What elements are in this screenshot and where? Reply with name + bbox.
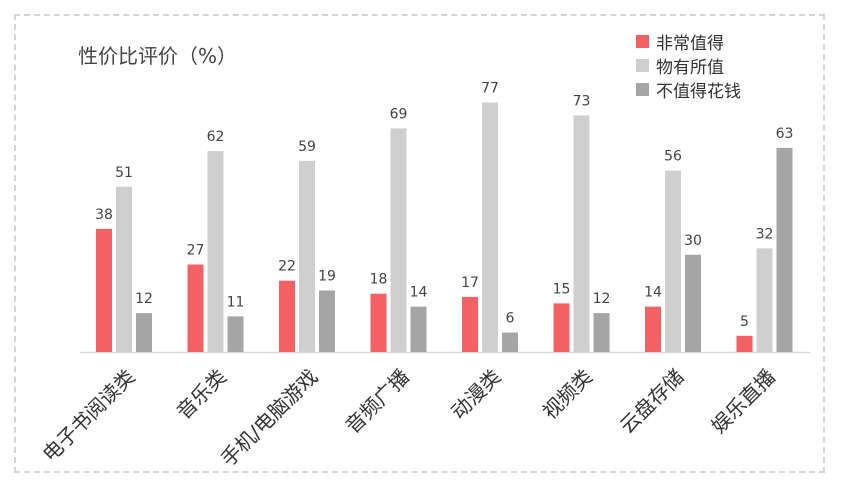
- bar-5-0: [553, 303, 570, 352]
- data-label-3-2: 14: [410, 285, 428, 301]
- bar-2-0: [279, 280, 295, 352]
- legend-item-series-2: 不值得花钱: [636, 77, 741, 102]
- category-label-1: 音乐类: [172, 365, 231, 424]
- data-label-3-0: 18: [370, 272, 388, 288]
- data-label-1-0: 27: [187, 243, 205, 259]
- data-label-5-2: 12: [593, 291, 611, 307]
- bar-3-1: [390, 128, 407, 352]
- bar-0-0: [96, 228, 112, 352]
- bar-6-0: [645, 306, 661, 352]
- category-label-4: 动漫类: [446, 365, 505, 424]
- legend-swatch-series-2: [636, 82, 649, 96]
- bar-2-1: [299, 160, 315, 352]
- bar-3-0: [370, 293, 387, 352]
- category-label-3: 音频广播: [340, 365, 414, 439]
- data-label-7-0: 5: [740, 314, 749, 330]
- legend-item-series-1: 物有所值: [636, 53, 741, 78]
- legend-swatch-series-0: [636, 34, 649, 48]
- legend-label-series-2: 不值得花钱: [656, 81, 741, 102]
- category-label-0: 电子书阅读类: [38, 365, 140, 467]
- legend-swatch-series-1: [636, 58, 649, 72]
- bar-7-1: [756, 248, 773, 352]
- category-label-7: 娱乐直播: [706, 365, 780, 439]
- bar-4-0: [462, 296, 478, 352]
- category-label-2: 手机/电脑游戏: [216, 365, 323, 472]
- legend: 非常值得 物有所值 不值得花钱: [636, 29, 741, 102]
- bar-4-2: [502, 332, 518, 352]
- data-label-1-1: 62: [207, 129, 225, 145]
- data-label-5-0: 15: [553, 281, 571, 297]
- data-label-2-0: 22: [278, 259, 296, 275]
- bar-3-2: [410, 306, 427, 352]
- bar-6-2: [685, 254, 701, 352]
- bar-1-1: [207, 151, 224, 352]
- legend-item-series-0: 非常值得: [636, 29, 741, 54]
- data-label-4-0: 17: [461, 275, 479, 291]
- bar-4-1: [482, 102, 498, 353]
- bar-5-2: [593, 313, 610, 352]
- data-label-2-2: 19: [318, 268, 336, 284]
- bar-0-1: [116, 186, 132, 352]
- bar-2-2: [319, 290, 335, 352]
- data-label-0-0: 38: [95, 207, 113, 223]
- data-label-4-1: 77: [481, 81, 499, 97]
- bar-7-0: [736, 335, 753, 352]
- bar-5-1: [573, 115, 590, 352]
- data-label-7-1: 32: [756, 226, 774, 242]
- bar-1-2: [227, 316, 244, 352]
- bar-6-1: [665, 170, 681, 352]
- bar-1-0: [187, 264, 204, 352]
- bar-7-2: [776, 147, 793, 352]
- data-label-1-2: 11: [227, 294, 245, 310]
- data-label-4-2: 6: [506, 311, 515, 327]
- data-label-3-1: 69: [390, 106, 408, 122]
- category-label-5: 视频类: [538, 365, 597, 424]
- legend-label-series-1: 物有所值: [656, 57, 724, 78]
- data-label-7-2: 63: [776, 126, 794, 142]
- data-label-2-1: 59: [298, 139, 316, 155]
- data-label-0-1: 51: [115, 165, 133, 181]
- data-label-6-1: 56: [664, 149, 682, 165]
- data-label-5-1: 73: [573, 93, 591, 109]
- bar-0-2: [136, 313, 152, 352]
- data-label-6-2: 30: [684, 233, 702, 249]
- chart-title: 性价比评价（%）: [78, 44, 238, 68]
- legend-label-series-0: 非常值得: [656, 33, 724, 54]
- data-label-6-0: 14: [644, 285, 662, 301]
- chart-frame: [14, 14, 825, 473]
- data-label-0-2: 12: [135, 291, 153, 307]
- category-label-6: 云盘存储: [615, 365, 689, 439]
